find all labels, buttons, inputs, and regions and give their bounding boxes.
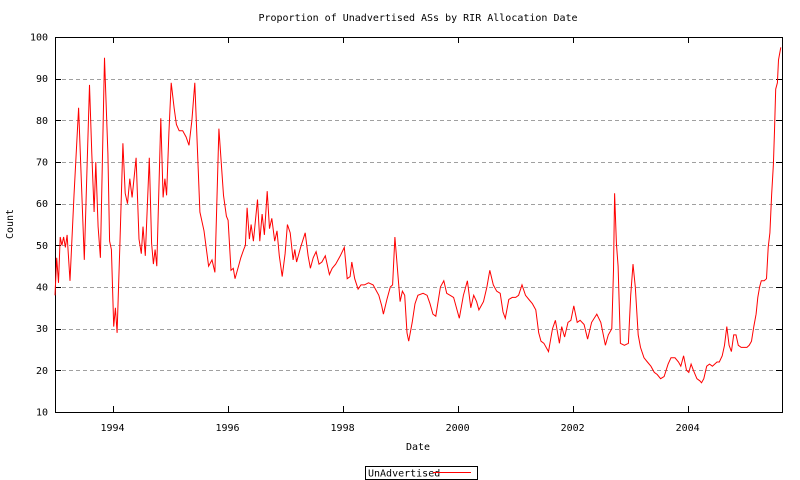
x-tick-label: 1998	[331, 423, 355, 434]
plot-border	[55, 37, 783, 413]
x-tick-label: 1994	[100, 423, 124, 434]
x-tick-label: 2002	[561, 423, 585, 434]
legend-label: UnAdvertised	[368, 469, 440, 480]
y-tick-label: 80	[36, 116, 48, 127]
x-tick-label: 2000	[446, 423, 470, 434]
data-line-unadvertised	[54, 47, 782, 384]
y-tick-label: 100	[30, 33, 48, 44]
y-tick-label: 10	[36, 408, 48, 419]
y-tick-label: 40	[36, 283, 48, 294]
y-tick-label: 50	[36, 241, 48, 252]
legend-box: UnAdvertised	[365, 466, 478, 480]
y-tick-label: 30	[36, 324, 48, 335]
y-tick-label: 60	[36, 199, 48, 210]
plot-area: 10 20 30 40 50 60 70 80 90 100 1994 1996 1998 2000 200…	[30, 33, 783, 434]
x-tick-label: 2004	[676, 423, 700, 434]
y-tick-label: 70	[36, 158, 48, 169]
x-axis-label: Date	[406, 442, 430, 453]
y-tick-label: 20	[36, 366, 48, 377]
y-axis-label: Count	[5, 209, 16, 239]
x-tick-label: 1996	[216, 423, 240, 434]
y-tick-label: 90	[36, 74, 48, 85]
chart-title: Proportion of Unadvertised ASs by RIR Al…	[258, 13, 577, 24]
